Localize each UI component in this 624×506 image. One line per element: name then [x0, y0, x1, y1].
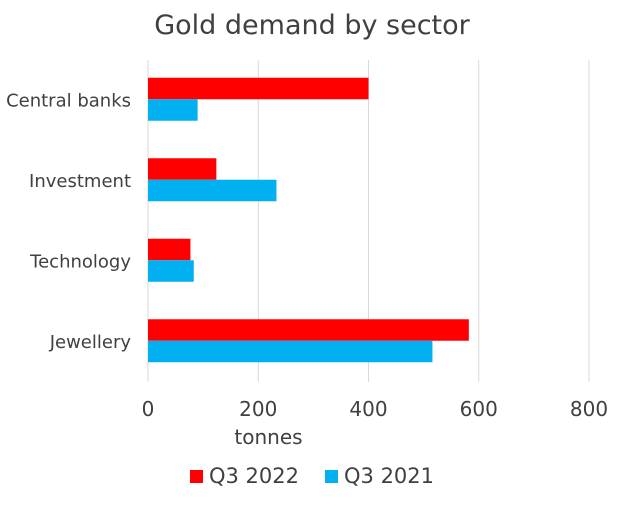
- y-tick-label: Jewellery: [49, 332, 132, 353]
- bar-q3-2022: [148, 319, 469, 341]
- bar-q3-2022: [148, 77, 369, 100]
- legend-item-q3-2021: Q3 2021: [325, 464, 434, 488]
- bar-q3-2022: [148, 238, 191, 261]
- bar-q3-2021: [148, 99, 198, 121]
- legend: Q3 2022 Q3 2021: [0, 464, 624, 488]
- legend-label: Q3 2021: [344, 464, 435, 488]
- x-tick-label: 800: [570, 397, 608, 421]
- x-tick-label: 0: [142, 397, 155, 421]
- y-tick-label: Technology: [29, 251, 131, 272]
- legend-label: Q3 2022: [208, 464, 299, 488]
- bar-q3-2022: [148, 158, 217, 180]
- bar-q3-2021: [148, 260, 194, 282]
- x-tick-label: 600: [460, 397, 498, 421]
- legend-swatch: [189, 469, 203, 483]
- bar-q3-2021: [148, 340, 433, 363]
- x-tick-label: 400: [349, 397, 387, 421]
- x-tick-label: 200: [239, 397, 277, 421]
- legend-item-q3-2022: Q3 2022: [189, 464, 299, 488]
- bar-q3-2021: [148, 179, 277, 202]
- y-tick-label: Central banks: [6, 90, 131, 111]
- y-tick-label: Investment: [29, 171, 131, 192]
- x-axis-label: tonnes: [234, 425, 302, 449]
- chart-title: Gold demand by sector: [154, 10, 470, 41]
- legend-swatch: [325, 469, 338, 483]
